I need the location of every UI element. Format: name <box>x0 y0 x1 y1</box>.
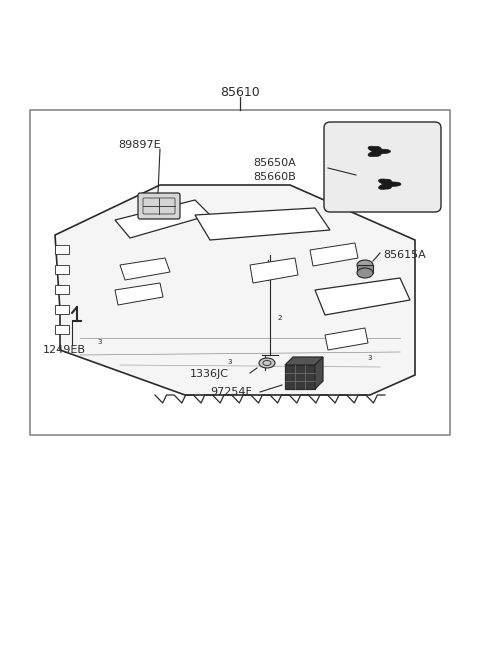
Text: 85615A: 85615A <box>383 250 426 260</box>
Text: 89897E: 89897E <box>118 140 161 150</box>
Text: 85610: 85610 <box>220 86 260 98</box>
Polygon shape <box>285 357 323 365</box>
Polygon shape <box>115 200 210 238</box>
Bar <box>55 325 69 334</box>
Bar <box>55 245 69 254</box>
Text: 3: 3 <box>98 339 102 345</box>
Polygon shape <box>120 258 170 280</box>
Text: 3: 3 <box>368 355 372 361</box>
Polygon shape <box>379 179 401 189</box>
Ellipse shape <box>259 358 275 368</box>
Text: 85660B: 85660B <box>253 172 296 182</box>
Text: 1249EB: 1249EB <box>43 345 86 355</box>
Bar <box>55 265 69 274</box>
Text: 97254F: 97254F <box>210 387 252 397</box>
Bar <box>30 110 450 435</box>
Ellipse shape <box>357 260 373 270</box>
Bar <box>55 305 69 314</box>
Polygon shape <box>325 328 368 350</box>
Bar <box>357 265 373 273</box>
Polygon shape <box>368 146 391 157</box>
Polygon shape <box>115 283 163 305</box>
Text: 85650A: 85650A <box>253 158 296 168</box>
FancyBboxPatch shape <box>324 122 441 212</box>
Text: 2: 2 <box>278 315 282 321</box>
Polygon shape <box>55 185 415 395</box>
Text: 3: 3 <box>228 359 232 365</box>
Bar <box>285 365 315 389</box>
Ellipse shape <box>357 268 373 278</box>
FancyBboxPatch shape <box>138 193 180 219</box>
Text: 1336JC: 1336JC <box>190 369 229 379</box>
Polygon shape <box>315 357 323 389</box>
Polygon shape <box>310 243 358 266</box>
Polygon shape <box>195 208 330 240</box>
Polygon shape <box>250 258 298 283</box>
Bar <box>55 285 69 294</box>
Polygon shape <box>315 278 410 315</box>
